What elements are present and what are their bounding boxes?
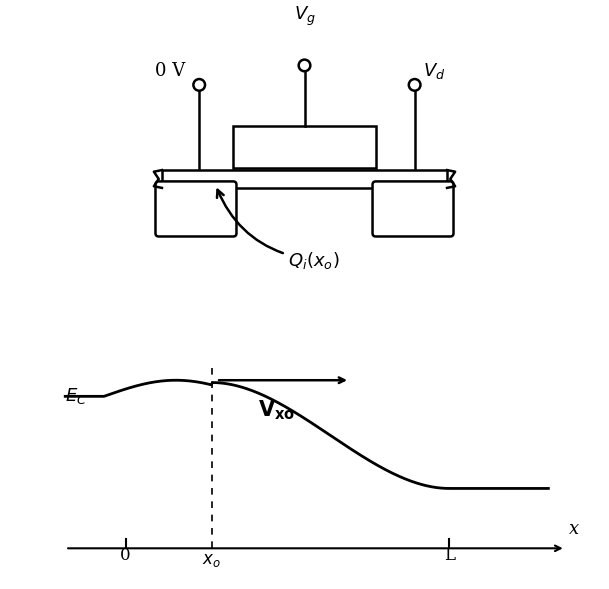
Text: $E_C$: $E_C$ xyxy=(65,386,87,406)
Text: $V_g$: $V_g$ xyxy=(294,5,315,28)
Text: $Q_i(x_o)$: $Q_i(x_o)$ xyxy=(217,190,340,270)
FancyBboxPatch shape xyxy=(233,127,376,168)
Text: L: L xyxy=(443,547,455,564)
FancyBboxPatch shape xyxy=(373,181,454,236)
FancyBboxPatch shape xyxy=(162,170,447,188)
Text: 0 V: 0 V xyxy=(155,62,185,80)
FancyBboxPatch shape xyxy=(155,181,236,236)
Text: 0: 0 xyxy=(121,547,131,564)
Text: x: x xyxy=(569,521,579,538)
Text: $x_o$: $x_o$ xyxy=(202,552,221,570)
Text: $\mathbf{V_{xo}}$: $\mathbf{V_{xo}}$ xyxy=(258,398,295,422)
Text: $V_d$: $V_d$ xyxy=(423,61,445,81)
